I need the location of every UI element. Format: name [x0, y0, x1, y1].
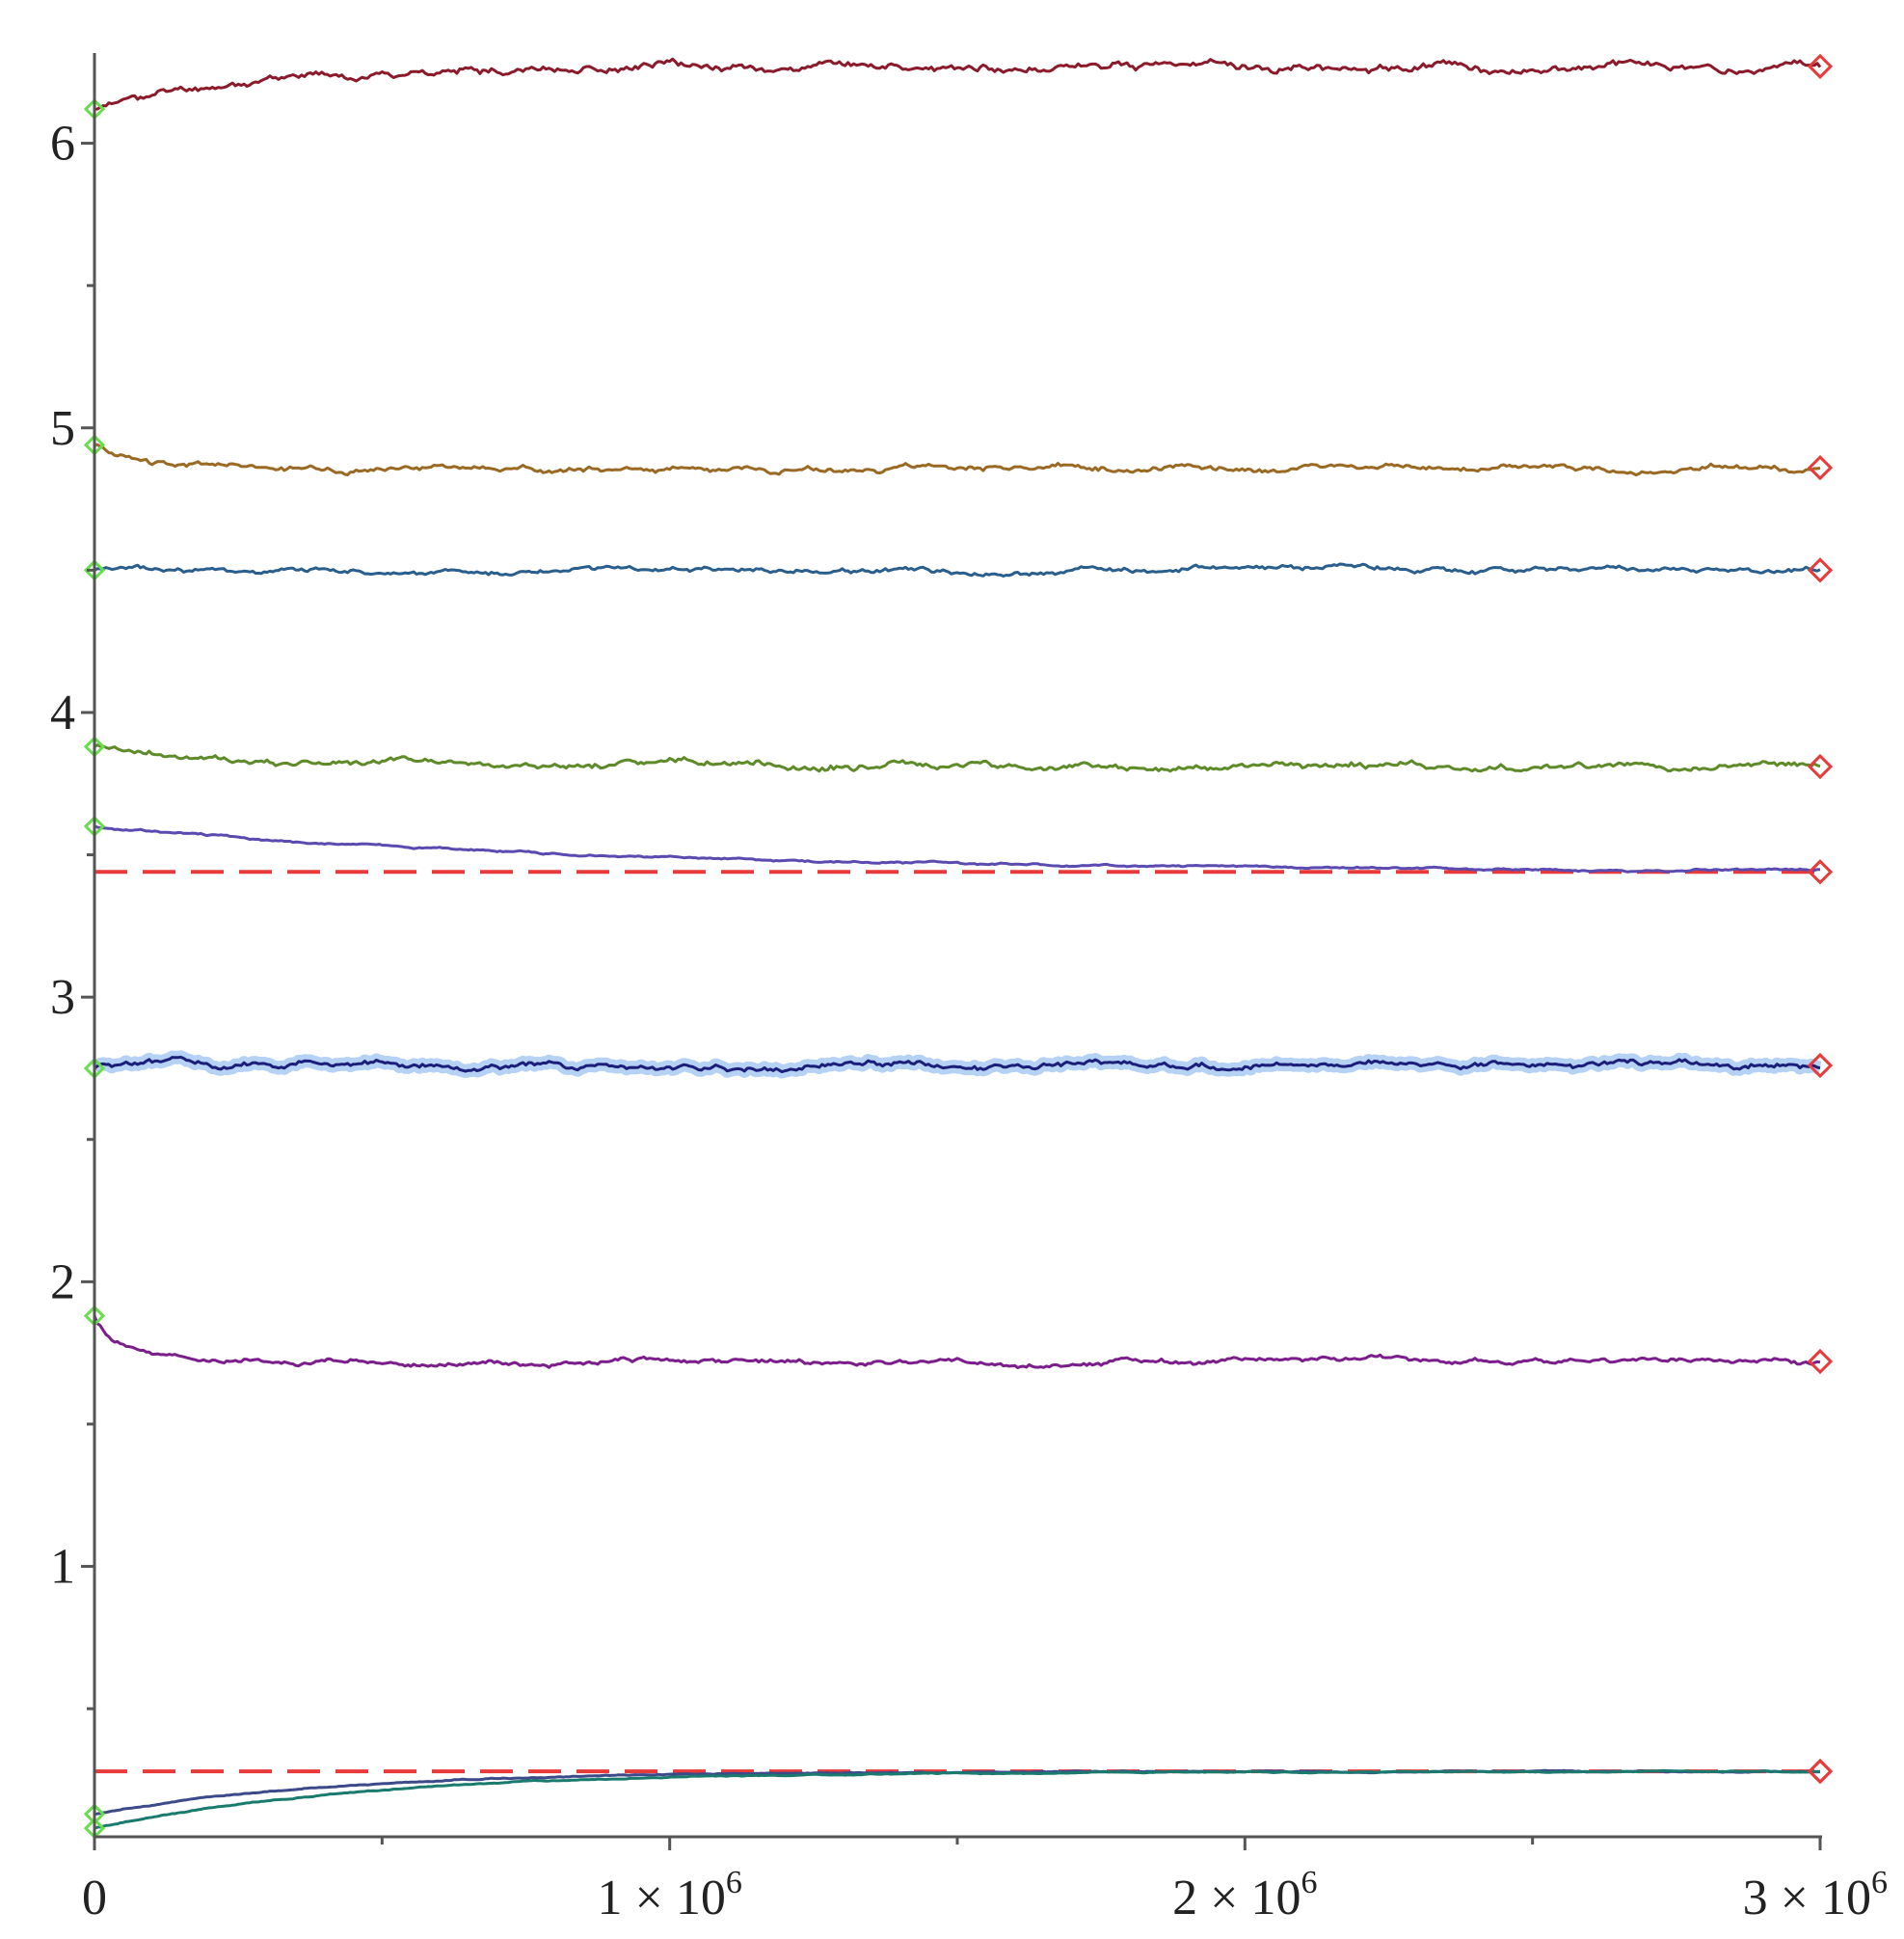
- series-line: [94, 57, 1822, 111]
- end-marker: [1807, 1348, 1834, 1375]
- end-marker: [1807, 1052, 1834, 1079]
- y-tick-label: 2: [50, 1254, 75, 1309]
- x-tick-exponent: 6: [1301, 1865, 1317, 1900]
- y-tick-label: 5: [50, 401, 75, 456]
- end-marker: [1807, 1758, 1834, 1785]
- y-tick-label: 4: [50, 686, 75, 741]
- series-line: [93, 1315, 1821, 1369]
- axes: 1 2 3 4 5 6 0 1 × 106 2 × 106 3 × 106: [50, 53, 1888, 1926]
- end-marker: [1807, 454, 1834, 481]
- series-line: [94, 743, 1821, 773]
- series-line: [94, 562, 1821, 578]
- x-tick-label: 3 × 106: [1743, 1865, 1888, 1926]
- end-marker: [1807, 753, 1834, 780]
- x-tick-exponent: 6: [1871, 1865, 1888, 1900]
- y-tick-label: 3: [50, 970, 75, 1025]
- series-line: [94, 443, 1821, 477]
- y-tick-label: 1: [50, 1540, 75, 1595]
- end-marker: [1807, 53, 1834, 79]
- markers: [83, 53, 1834, 1840]
- series-line: [94, 824, 1821, 874]
- x-tick-label: 0: [82, 1871, 107, 1926]
- end-marker: [1807, 859, 1834, 885]
- x-tick-exponent: 6: [726, 1865, 742, 1900]
- x-tick-label: 2 × 106: [1172, 1865, 1317, 1926]
- series-lines: [90, 57, 1824, 1830]
- reference-lines: [94, 870, 1820, 1774]
- end-marker: [1807, 557, 1834, 583]
- y-tick-label: 6: [50, 117, 75, 172]
- series-line: [94, 1055, 1821, 1074]
- x-tick-label: 1 × 106: [598, 1865, 742, 1926]
- series-line: [94, 1768, 1821, 1830]
